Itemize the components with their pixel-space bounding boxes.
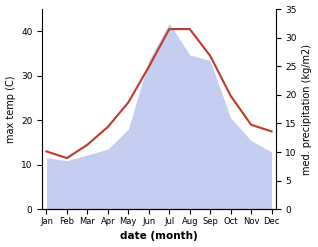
Y-axis label: max temp (C): max temp (C): [5, 75, 16, 143]
Y-axis label: med. precipitation (kg/m2): med. precipitation (kg/m2): [302, 44, 313, 175]
X-axis label: date (month): date (month): [120, 231, 198, 242]
